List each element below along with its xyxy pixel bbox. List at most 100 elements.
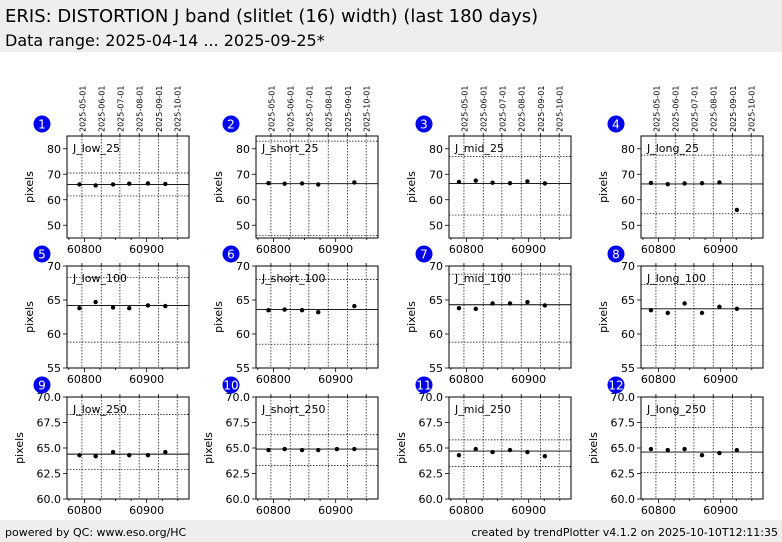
data-point <box>665 181 670 187</box>
data-point <box>717 304 722 309</box>
x-tick-label: 60900 <box>511 243 546 256</box>
data-point <box>525 299 530 305</box>
date-tick-label: 2025-05-01 <box>652 86 661 133</box>
data-point <box>352 180 357 185</box>
data-point <box>316 447 321 453</box>
panel-number-badge <box>222 245 240 263</box>
data-point <box>352 303 357 309</box>
y-tick-label: 55 <box>47 362 61 375</box>
y-tick-label: 60 <box>621 194 635 207</box>
y-tick-label: 67.5 <box>611 417 636 430</box>
date-tick-label: 2025-07-01 <box>690 86 699 133</box>
y-tick-label: 65.0 <box>226 442 251 455</box>
panel-number: 11 <box>416 379 431 393</box>
x-tick-label: 60900 <box>129 243 164 256</box>
data-point <box>316 310 321 315</box>
data-point <box>266 447 271 453</box>
data-point <box>127 181 132 186</box>
footer-bar: powered by QC: www.eso.org/HC created by… <box>0 520 782 542</box>
panel-name: J_low_25 <box>72 142 120 155</box>
x-tick-label: 60900 <box>318 504 353 517</box>
x-tick-label: 60800 <box>449 373 484 386</box>
panel-name: J_short_250 <box>261 403 326 416</box>
data-point <box>352 446 357 452</box>
data-point <box>77 452 82 458</box>
data-point <box>163 303 168 309</box>
plot-frame <box>448 265 572 369</box>
panel-name: J_mid_100 <box>454 272 511 285</box>
panel-number-badge <box>415 115 433 133</box>
panel-number: 10 <box>223 379 238 393</box>
panel-name: J_long_100 <box>646 272 706 285</box>
y-tick-label: 80 <box>429 143 443 156</box>
y-tick-label: 70 <box>47 168 61 181</box>
y-tick-label: 60 <box>236 194 250 207</box>
x-tick-label: 60800 <box>256 373 291 386</box>
panel-number: 9 <box>38 379 46 393</box>
y-tick-label: 70.0 <box>37 391 62 404</box>
panel-number-badge <box>607 115 625 133</box>
date-tick-label: 2025-06-01 <box>287 86 296 133</box>
y-tick-label: 50 <box>236 219 250 232</box>
panel-name: J_low_100 <box>72 272 127 285</box>
data-point <box>665 310 670 316</box>
panel-number-badge <box>607 376 625 394</box>
date-tick-label: 2025-06-01 <box>480 86 489 133</box>
page-subtitle: Data range: 2025-04-14 ... 2025-09-25* <box>5 31 325 50</box>
panel-number: 7 <box>420 248 428 262</box>
x-tick-label: 60800 <box>256 504 291 517</box>
y-tick-label: 60 <box>621 328 635 341</box>
data-point <box>110 305 116 310</box>
y-tick-label: 70 <box>429 260 443 273</box>
data-point <box>110 182 116 187</box>
data-point <box>93 183 98 188</box>
y-tick-label: 62.5 <box>611 468 636 481</box>
data-point <box>163 181 168 187</box>
panel-number-badge <box>607 245 625 263</box>
data-point <box>299 447 305 453</box>
y-tick-label: 62.5 <box>37 468 62 481</box>
y-tick-label: 60 <box>429 194 443 207</box>
data-point <box>542 303 548 308</box>
data-point <box>127 452 132 458</box>
data-point <box>282 181 287 186</box>
data-point <box>717 450 722 456</box>
y-tick-label: 65 <box>429 294 443 307</box>
data-point <box>648 446 654 452</box>
data-point <box>266 308 271 313</box>
x-tick-label: 60900 <box>318 243 353 256</box>
panel-name: J_long_250 <box>646 403 706 416</box>
date-tick-label: 2025-10-01 <box>748 86 757 133</box>
date-tick-label: 2025-07-01 <box>498 85 507 132</box>
x-tick-label: 60800 <box>449 243 484 256</box>
data-point <box>490 180 495 185</box>
y-tick-label: 70 <box>429 168 443 181</box>
y-axis-label: pixels <box>587 432 600 464</box>
y-tick-label: 60.0 <box>419 493 444 506</box>
y-axis-label: pixels <box>212 301 225 333</box>
x-tick-label: 60900 <box>703 373 738 386</box>
data-point <box>93 453 98 459</box>
y-tick-label: 80 <box>621 143 635 156</box>
x-tick-label: 60800 <box>641 373 676 386</box>
data-point <box>77 182 82 187</box>
panel-name: J_low_250 <box>72 403 127 416</box>
data-point <box>542 181 548 186</box>
date-tick-label: 2025-09-01 <box>729 86 738 133</box>
y-tick-label: 62.5 <box>419 468 444 481</box>
x-tick-label: 60800 <box>641 504 676 517</box>
y-tick-label: 70 <box>621 168 635 181</box>
y-tick-label: 65.0 <box>419 442 444 455</box>
date-tick-label: 2025-10-01 <box>556 86 565 133</box>
plot-frame <box>640 135 764 239</box>
x-tick-label: 60900 <box>703 504 738 517</box>
panel-number: 8 <box>612 248 620 262</box>
date-tick-label: 2025-09-01 <box>344 86 353 133</box>
date-tick-label: 2025-09-01 <box>537 86 546 133</box>
data-point <box>456 452 462 458</box>
data-point <box>266 180 271 186</box>
y-tick-label: 65.0 <box>37 442 62 455</box>
footer-credit: powered by QC: www.eso.org/HC <box>5 526 187 539</box>
x-tick-label: 60900 <box>511 504 546 517</box>
x-tick-label: 60900 <box>318 373 353 386</box>
